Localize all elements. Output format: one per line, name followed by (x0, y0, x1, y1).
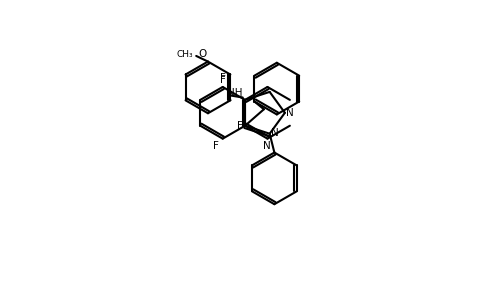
Text: NH: NH (227, 87, 243, 98)
Text: F: F (237, 121, 243, 131)
Text: N: N (286, 108, 294, 118)
Text: N: N (263, 141, 270, 151)
Text: F: F (220, 75, 226, 85)
Text: F: F (220, 73, 226, 83)
Text: CH₃: CH₃ (176, 50, 193, 59)
Text: O: O (199, 49, 207, 59)
Text: F: F (213, 141, 219, 151)
Text: N: N (271, 128, 279, 138)
